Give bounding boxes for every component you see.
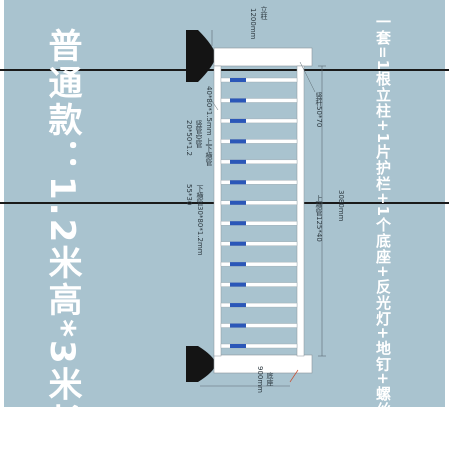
picket-reflector	[230, 344, 246, 348]
picket-reflector	[230, 118, 246, 123]
picket-reflector	[230, 98, 246, 103]
picket-reflector	[230, 200, 246, 205]
fence-picket	[220, 261, 298, 267]
lower-rail	[213, 65, 222, 357]
product-subtitle: 一套=1根立柱+1片护栏+1个底座+反光灯+地钉+螺丝配件	[374, 14, 392, 450]
length-label: 3080mm	[337, 190, 345, 222]
leader-line	[289, 369, 299, 383]
picket-reflector	[230, 180, 246, 185]
picket-reflector	[230, 78, 246, 82]
fence-diagram	[186, 30, 326, 387]
fence-post-top	[213, 47, 313, 67]
fence-picket	[220, 302, 298, 308]
spec-c-label: 下横管30*80*1.2mm	[196, 185, 204, 256]
spec-b-label: 上横管125*40	[315, 195, 323, 242]
spec-c2-label: 55*30	[185, 184, 193, 206]
picket-reflector	[230, 323, 246, 328]
fence-picket	[220, 323, 298, 328]
post-label: 立柱	[260, 6, 268, 20]
picket-reflector	[230, 303, 246, 308]
picket-reflector	[230, 139, 246, 144]
product-poster: 普通款：1.2米高*3米长 一套=1根立柱+1片护栏+1个底座+反光灯+地钉+螺…	[0, 0, 449, 407]
fence-picket	[220, 221, 298, 226]
post-height-label: 1200mm	[249, 8, 257, 40]
fence-picket	[220, 282, 298, 287]
fence-picket	[220, 98, 298, 103]
fence-picket	[220, 139, 298, 144]
product-title: 普通款：1.2米高*3米长	[42, 28, 82, 441]
fence-picket	[220, 343, 298, 349]
left-base-bottom	[186, 346, 216, 382]
fence-picket	[220, 77, 298, 83]
paper-crease	[0, 69, 449, 71]
upper-rail	[296, 65, 305, 357]
rail-size-label: 20*50*1.2	[185, 120, 193, 156]
left-base-top	[186, 30, 216, 82]
spec-a-label: 竖杆50*70	[315, 92, 323, 128]
base-size-label: 900mm	[256, 366, 264, 393]
picket-reflector	[230, 159, 246, 164]
fence-picket	[220, 180, 298, 185]
picket-reflector	[230, 282, 246, 287]
picket-reflector	[230, 221, 246, 226]
picket-reflector	[230, 241, 246, 246]
picket-reflector	[230, 262, 246, 267]
fence-picket	[220, 241, 298, 246]
fence-post-bottom	[213, 354, 313, 374]
fence-pickets	[220, 77, 298, 349]
fence-picket	[220, 118, 298, 124]
leader-line	[299, 61, 316, 93]
pickets-label: 竖管空管	[195, 120, 203, 148]
leader-line	[209, 97, 219, 111]
fence-picket	[220, 200, 298, 205]
fence-picket	[220, 159, 298, 165]
base-label: 底座	[266, 372, 274, 386]
rail-label: 40*80*1.5mm 上下横管	[205, 86, 213, 166]
